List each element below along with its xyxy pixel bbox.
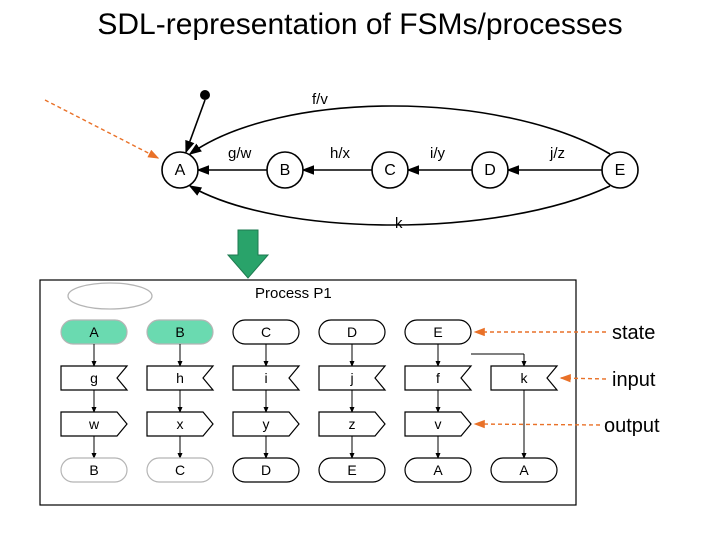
svg-text:k: k bbox=[521, 370, 529, 386]
svg-text:g/w: g/w bbox=[228, 145, 252, 162]
process-label: Process P1 bbox=[255, 285, 332, 302]
svg-text:g: g bbox=[90, 370, 98, 386]
svg-text:B: B bbox=[89, 462, 98, 478]
fsm-diagram: A B C D Ef/v g/w h/x i/y j/z k bbox=[162, 90, 638, 232]
svg-text:w: w bbox=[88, 416, 100, 432]
svg-text:C: C bbox=[261, 324, 271, 340]
svg-text:A: A bbox=[519, 462, 529, 478]
svg-text:z: z bbox=[349, 416, 356, 432]
svg-text:v: v bbox=[435, 416, 442, 432]
svg-text:D: D bbox=[261, 462, 271, 478]
svg-text:E: E bbox=[347, 462, 356, 478]
label-state: state bbox=[612, 322, 655, 345]
diagram-canvas: A B C D Ef/v g/w h/x i/y j/z k Process P1 Ag w B Bh x… bbox=[0, 0, 720, 540]
down-arrow-icon bbox=[228, 230, 268, 278]
svg-text:i/y: i/y bbox=[430, 145, 446, 162]
svg-text:f: f bbox=[436, 370, 440, 386]
svg-text:D: D bbox=[484, 162, 496, 179]
svg-text:E: E bbox=[433, 324, 442, 340]
svg-text:j: j bbox=[349, 370, 353, 386]
svg-text:B: B bbox=[280, 162, 291, 179]
svg-text:C: C bbox=[384, 162, 396, 179]
svg-text:y: y bbox=[263, 416, 270, 432]
svg-text:j/z: j/z bbox=[549, 145, 565, 162]
sdl-columns: Ag w B Bh x C Ci y D Dj z E Ef v Ak A bbox=[61, 320, 557, 482]
svg-text:i: i bbox=[264, 370, 267, 386]
sdl-start bbox=[68, 283, 152, 309]
svg-text:A: A bbox=[175, 162, 186, 179]
svg-text:A: A bbox=[433, 462, 443, 478]
svg-text:B: B bbox=[175, 324, 184, 340]
svg-text:f/v: f/v bbox=[312, 91, 328, 108]
svg-text:h: h bbox=[176, 370, 184, 386]
svg-text:E: E bbox=[615, 162, 626, 179]
label-input: input bbox=[612, 369, 655, 392]
svg-text:A: A bbox=[89, 324, 99, 340]
svg-text:C: C bbox=[175, 462, 185, 478]
svg-text:D: D bbox=[347, 324, 357, 340]
svg-text:h/x: h/x bbox=[330, 145, 351, 162]
label-output: output bbox=[604, 415, 660, 438]
svg-text:k: k bbox=[395, 215, 403, 232]
svg-text:x: x bbox=[177, 416, 184, 432]
